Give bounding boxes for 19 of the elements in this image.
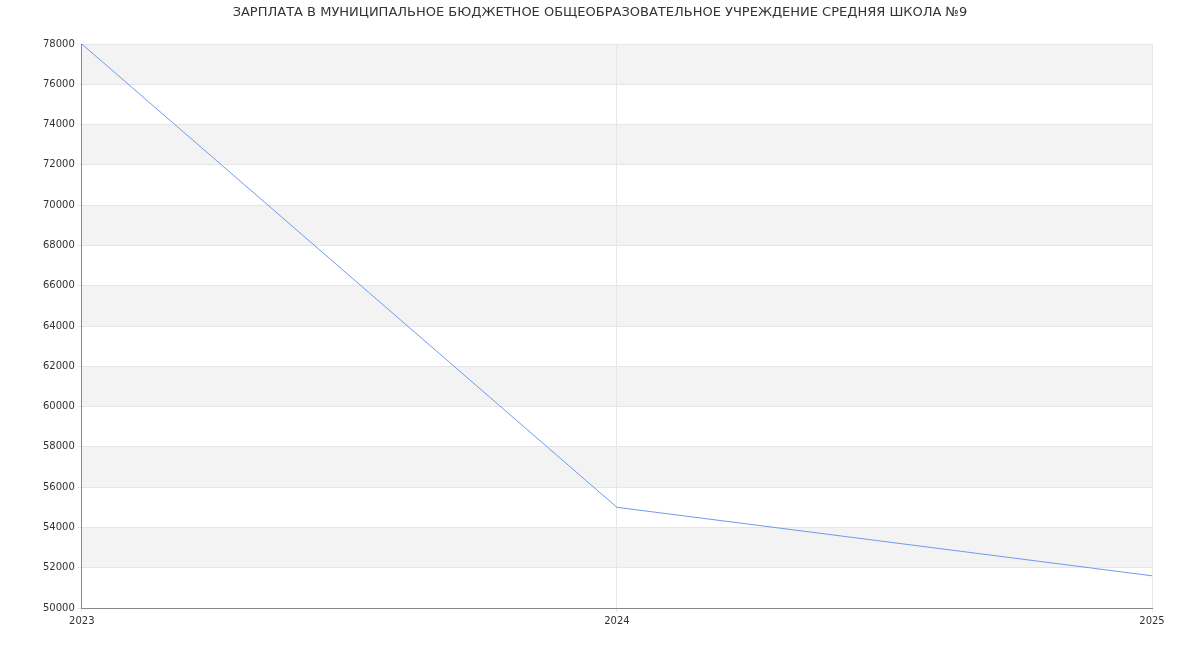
- y-tick-label: 56000: [43, 480, 75, 492]
- y-tick-label: 58000: [43, 440, 75, 452]
- x-tick-label: 2025: [1139, 614, 1165, 626]
- chart-title: ЗАРПЛАТА В МУНИЦИПАЛЬНОЕ БЮДЖЕТНОЕ ОБЩЕОБРАЗОВАТЕЛЬНОЕ УЧРЕЖДЕНИЕ СРЕДНЯЯ ШКОЛА №9: [231, 4, 969, 19]
- x-tick-label: 2024: [604, 614, 630, 626]
- y-tick-label: 50000: [43, 601, 75, 613]
- y-tick-label: 74000: [43, 118, 75, 130]
- y-tick-label: 66000: [43, 279, 75, 291]
- x-tick-label: 2023: [69, 614, 95, 626]
- y-tick-label: 68000: [43, 239, 75, 251]
- y-tick-label: 64000: [43, 319, 75, 331]
- y-tick-label: 62000: [43, 359, 75, 371]
- y-tick-label: 70000: [43, 198, 75, 210]
- y-tick-label: 52000: [43, 561, 75, 573]
- y-tick-label: 54000: [43, 521, 75, 533]
- y-tick-label: 78000: [43, 37, 75, 49]
- y-tick-label: 72000: [43, 158, 75, 170]
- y-tick-label: 76000: [43, 77, 75, 89]
- y-tick-label: 60000: [43, 400, 75, 412]
